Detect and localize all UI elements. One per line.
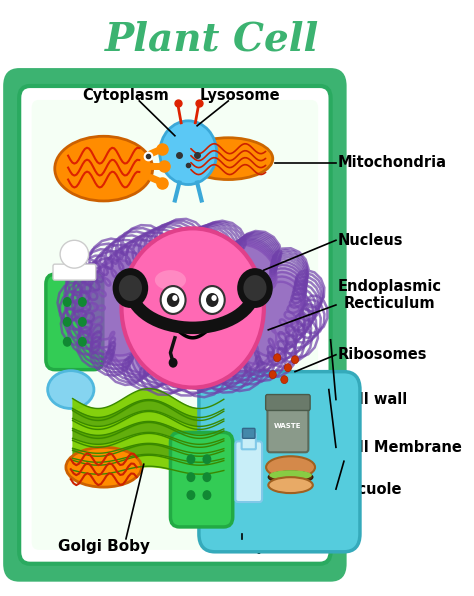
FancyBboxPatch shape xyxy=(199,372,360,552)
Circle shape xyxy=(206,293,219,307)
Circle shape xyxy=(167,293,179,307)
Circle shape xyxy=(237,268,273,308)
Text: Cell wall: Cell wall xyxy=(337,392,407,407)
Circle shape xyxy=(202,472,211,482)
FancyBboxPatch shape xyxy=(243,429,255,438)
Circle shape xyxy=(78,297,87,307)
FancyBboxPatch shape xyxy=(46,274,103,370)
Ellipse shape xyxy=(66,448,142,487)
Text: Vacuole: Vacuole xyxy=(337,482,402,496)
Ellipse shape xyxy=(268,477,313,493)
Text: WASTE: WASTE xyxy=(274,423,301,429)
FancyBboxPatch shape xyxy=(236,441,262,502)
Circle shape xyxy=(269,371,276,378)
Circle shape xyxy=(63,317,72,327)
Text: Lysosome: Lysosome xyxy=(200,88,280,104)
FancyBboxPatch shape xyxy=(265,395,310,411)
Circle shape xyxy=(172,295,178,301)
FancyBboxPatch shape xyxy=(171,432,233,527)
Circle shape xyxy=(78,337,87,347)
FancyBboxPatch shape xyxy=(53,264,96,280)
Text: Mitochondria: Mitochondria xyxy=(337,155,447,170)
Circle shape xyxy=(78,317,87,327)
Circle shape xyxy=(244,275,266,301)
FancyBboxPatch shape xyxy=(3,68,346,582)
Polygon shape xyxy=(80,231,305,386)
Circle shape xyxy=(169,358,178,368)
FancyBboxPatch shape xyxy=(267,402,309,452)
Circle shape xyxy=(121,228,264,387)
Text: Golgi Boby: Golgi Boby xyxy=(58,539,150,554)
Ellipse shape xyxy=(48,371,94,408)
Polygon shape xyxy=(82,234,304,382)
Circle shape xyxy=(63,297,72,307)
Circle shape xyxy=(63,337,72,347)
Circle shape xyxy=(113,268,148,308)
Ellipse shape xyxy=(60,240,89,268)
Circle shape xyxy=(202,490,211,500)
Circle shape xyxy=(200,286,225,314)
Circle shape xyxy=(292,356,299,364)
Text: Endoplasmic
Recticulum: Endoplasmic Recticulum xyxy=(337,279,442,311)
Circle shape xyxy=(186,454,195,464)
Circle shape xyxy=(281,375,288,384)
Circle shape xyxy=(284,364,292,372)
Polygon shape xyxy=(90,236,302,380)
Circle shape xyxy=(202,454,211,464)
Polygon shape xyxy=(72,228,313,388)
Ellipse shape xyxy=(266,457,315,478)
Ellipse shape xyxy=(268,471,313,483)
Text: Nucleus: Nucleus xyxy=(337,233,403,248)
Circle shape xyxy=(119,275,142,301)
Ellipse shape xyxy=(55,136,153,201)
FancyBboxPatch shape xyxy=(32,100,318,550)
FancyBboxPatch shape xyxy=(242,433,256,449)
Ellipse shape xyxy=(269,470,312,480)
Text: Plant Cell: Plant Cell xyxy=(105,20,319,58)
Circle shape xyxy=(186,472,195,482)
FancyBboxPatch shape xyxy=(19,86,330,564)
Circle shape xyxy=(211,295,217,301)
Ellipse shape xyxy=(155,270,186,290)
Text: Ribosomes: Ribosomes xyxy=(337,347,427,362)
Circle shape xyxy=(161,286,185,314)
Text: Chloroplast: Chloroplast xyxy=(201,539,300,554)
Text: Cytoplasm: Cytoplasm xyxy=(82,88,169,104)
Text: Cell Membrane: Cell Membrane xyxy=(337,440,462,455)
Circle shape xyxy=(273,354,281,362)
Polygon shape xyxy=(74,229,310,386)
Circle shape xyxy=(160,121,217,185)
Circle shape xyxy=(186,490,195,500)
Ellipse shape xyxy=(184,138,273,179)
Polygon shape xyxy=(79,232,305,382)
